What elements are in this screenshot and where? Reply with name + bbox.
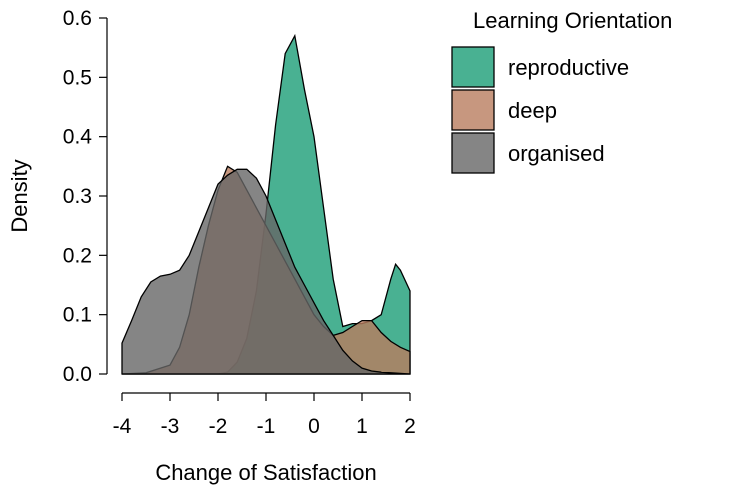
density-area-organised <box>121 168 411 375</box>
y-tick-label: 0.0 <box>63 363 92 386</box>
axes: 0.0 0.1 0.2 0.3 0.4 0.5 0.6 -4 -3 -2 -1 0 1 2 <box>63 7 416 438</box>
x-tick-label: 0 <box>308 415 320 438</box>
x-tick-label: -3 <box>161 415 180 438</box>
legend-label-reproductive: reproductive <box>508 55 629 80</box>
plot-area <box>121 33 411 375</box>
x-tick-label: 1 <box>356 415 368 438</box>
legend-swatch-reproductive <box>451 46 495 88</box>
legend-swatch-deep <box>451 89 495 131</box>
legend: Learning Orientation reproductive deep org… <box>451 8 672 174</box>
legend-label-organised: organised <box>508 141 605 166</box>
y-tick-label: 0.4 <box>63 126 93 149</box>
x-tick-label: -2 <box>209 415 228 438</box>
x-tick-label: -1 <box>257 415 276 438</box>
y-axis-title: Density <box>7 159 32 232</box>
legend-swatch-organised <box>451 132 495 174</box>
y-tick-label: 0.6 <box>63 7 92 30</box>
x-tick-label: 2 <box>404 415 416 438</box>
legend-label-deep: deep <box>508 98 557 123</box>
legend-title: Learning Orientation <box>473 8 672 33</box>
y-tick-label: 0.1 <box>63 304 92 327</box>
y-tick-label: 0.5 <box>63 66 92 89</box>
y-tick-label: 0.2 <box>63 244 92 267</box>
y-tick-label: 0.3 <box>63 185 92 208</box>
x-axis-title: Change of Satisfaction <box>155 460 376 485</box>
x-tick-label: -4 <box>113 415 132 438</box>
